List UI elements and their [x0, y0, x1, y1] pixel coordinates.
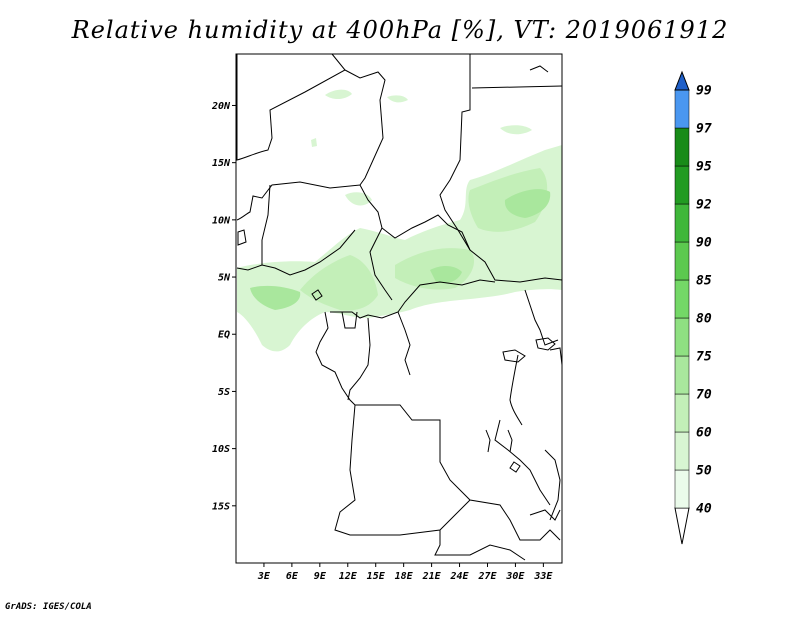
- lon-tick-label: 15E: [367, 571, 386, 582]
- map-frame: [235, 53, 563, 564]
- lon-tick-label: 3E: [257, 571, 271, 582]
- lon-tick-label: 6E: [286, 571, 299, 582]
- grads-credit: GrADS: IGES/COLA: [5, 602, 92, 612]
- map-title: Relative humidity at 400hPa [%], VT: 201…: [71, 16, 729, 44]
- lon-tick-label: 33E: [533, 571, 553, 582]
- lon-tick-label: 9E: [314, 571, 327, 582]
- lat-tick-label: 15N: [212, 158, 231, 169]
- lon-tick-label: 30E: [505, 571, 525, 582]
- lat-tick-label: 5N: [218, 273, 231, 284]
- humidity-fill: [237, 89, 562, 352]
- lon-tick-label: 18E: [395, 571, 414, 582]
- lat-tick-label: 10S: [212, 444, 230, 455]
- lon-tick-label: 24E: [450, 571, 470, 582]
- lat-tick-label: 20N: [211, 101, 231, 112]
- lon-tick-label: 12E: [339, 571, 358, 582]
- lon-tick-label: 27E: [477, 571, 497, 582]
- lat-tick-label: EQ: [218, 330, 230, 341]
- lat-tick-label: 10N: [212, 215, 231, 226]
- lat-tick-label: 5S: [218, 387, 230, 398]
- latitude-axis: 20N 15N 10N 5N EQ 5S 10S 15S: [211, 101, 236, 512]
- lat-tick-label: 15S: [212, 501, 230, 512]
- lon-tick-label: 21E: [422, 571, 442, 582]
- longitude-axis: 3E 6E 9E 12E 15E 18E 21E 24E 27E 30E 33E: [257, 563, 553, 582]
- country-borders: [236, 53, 563, 561]
